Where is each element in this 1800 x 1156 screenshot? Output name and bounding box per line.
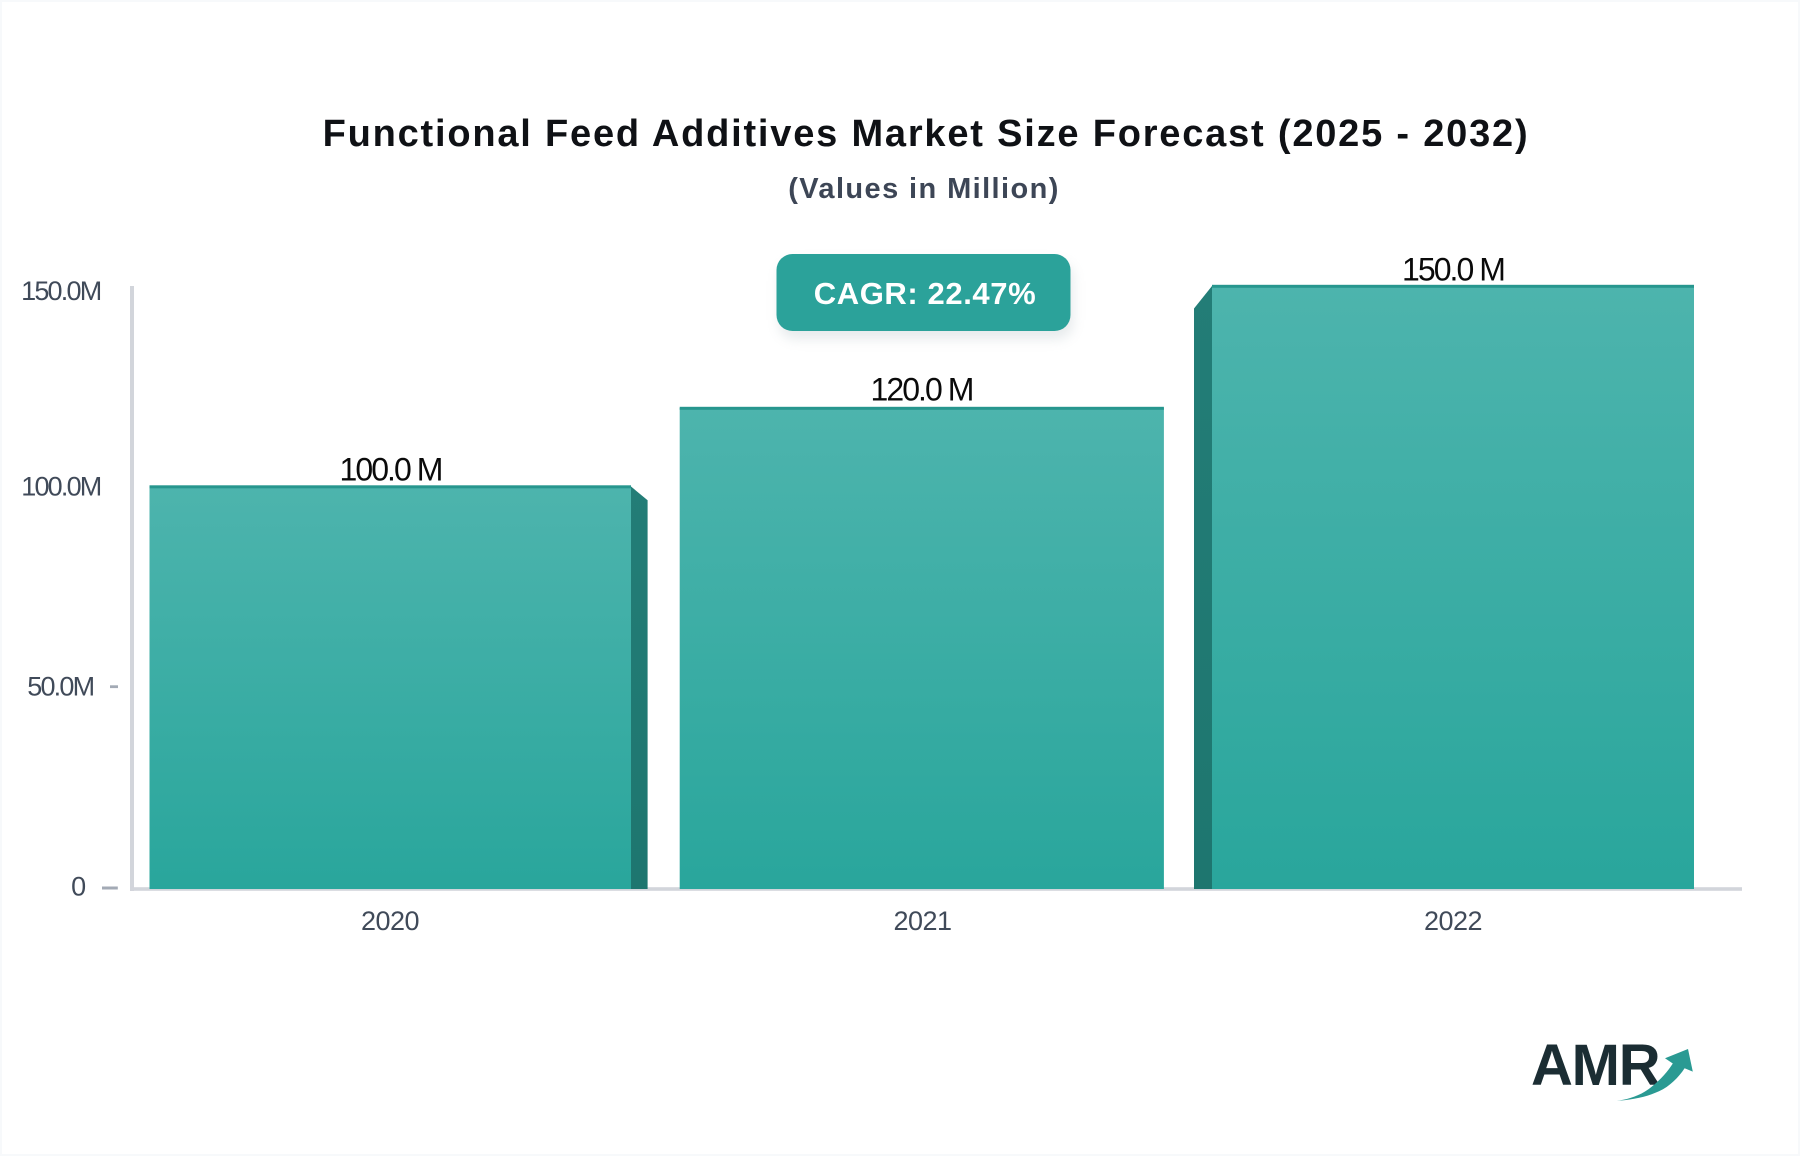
svg-text:AMR: AMR bbox=[1531, 1033, 1660, 1098]
svg-text:120.0 M: 120.0 M bbox=[871, 372, 973, 408]
svg-text:100.0M: 100.0M bbox=[21, 472, 101, 502]
svg-text:50.0M: 50.0M bbox=[27, 672, 93, 702]
svg-text:Functional Feed Additives Mark: Functional Feed Additives Market Size Fo… bbox=[323, 113, 1530, 155]
svg-text:0: 0 bbox=[71, 872, 85, 902]
svg-text:100.0 M: 100.0 M bbox=[340, 452, 442, 488]
svg-text:2021: 2021 bbox=[893, 906, 951, 936]
svg-text:2022: 2022 bbox=[1424, 906, 1482, 936]
svg-text:2020: 2020 bbox=[361, 906, 419, 936]
svg-text:150.0 M: 150.0 M bbox=[1402, 252, 1504, 288]
svg-text:(Values in Million): (Values in Million) bbox=[788, 173, 1060, 205]
svg-text:CAGR: 22.47%: CAGR: 22.47% bbox=[814, 276, 1037, 311]
svg-text:150.0M: 150.0M bbox=[21, 276, 101, 306]
